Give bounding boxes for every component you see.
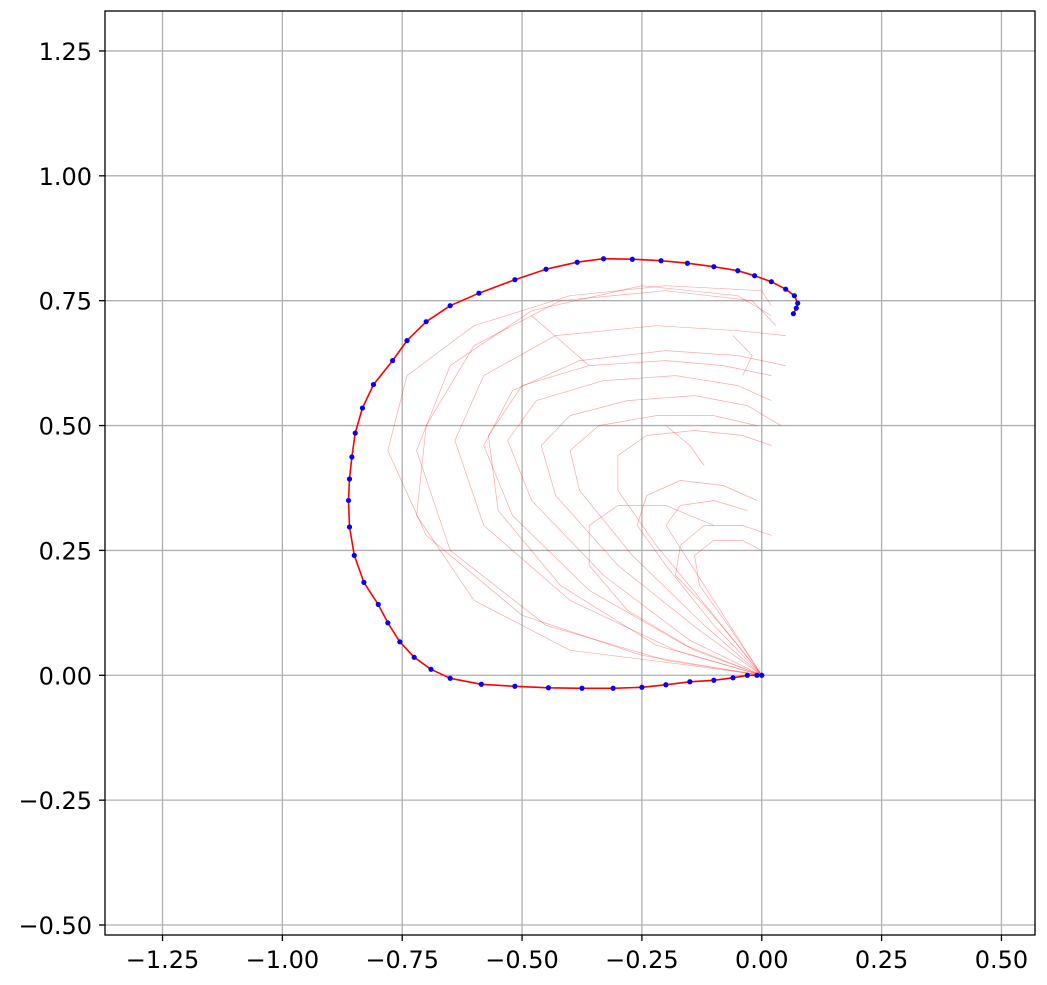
main-path-point: [397, 639, 403, 645]
y-tick-label: 0.50: [39, 413, 92, 441]
x-tick-label: −0.50: [485, 946, 559, 974]
ticks: −1.25 −1.00 −0.75 −0.50 −0.25 0.00 0.25 0.50 −0.…: [18, 38, 1028, 974]
main-path-point: [352, 430, 358, 436]
x-tick-label: −0.25: [605, 946, 679, 974]
faint-path-line: [416, 285, 772, 676]
x-tick-label: 0.25: [855, 946, 908, 974]
faint-path-line: [732, 335, 753, 376]
main-path-point: [754, 672, 760, 678]
faint-path-line: [588, 505, 762, 676]
main-path-point: [351, 552, 357, 559]
main-path-point: [543, 266, 549, 272]
main-path-point: [639, 684, 645, 690]
faint-path-line: [387, 285, 772, 676]
main-path-point: [768, 279, 774, 285]
y-tick-label: 1.00: [39, 163, 92, 191]
faint-path-line: [454, 325, 786, 676]
faint-path-line: [636, 480, 763, 676]
y-tick-label: 0.75: [39, 288, 92, 316]
main-path-point: [345, 497, 352, 504]
main-path-point: [744, 672, 750, 678]
main-path-point: [428, 666, 434, 672]
main-path-point: [663, 682, 669, 688]
main-path-point: [476, 290, 482, 296]
y-tick-label: 1.25: [39, 38, 92, 66]
main-path-point: [359, 405, 366, 411]
main-path-point: [600, 256, 607, 262]
main-path-point: [385, 620, 391, 626]
main-path-point: [610, 685, 616, 691]
main-path-point: [629, 256, 635, 262]
faint-path-line: [540, 395, 782, 676]
main-path-point: [349, 454, 355, 460]
main-path-point: [404, 338, 410, 344]
grid: [105, 11, 1035, 935]
main-path-point: [370, 381, 377, 388]
main-path-point: [390, 358, 396, 364]
faint-path-line: [569, 415, 763, 676]
main-path-point: [574, 259, 580, 265]
main-path-point: [790, 311, 796, 317]
main-path-point: [361, 579, 367, 585]
main-path-point: [658, 258, 664, 264]
plot-frame: [104, 10, 1036, 936]
main-path-point: [545, 685, 552, 691]
y-tick-label: −0.25: [18, 787, 92, 815]
y-tick-label: 0.00: [39, 662, 92, 690]
main-path-point: [512, 277, 518, 283]
faint-path-line: [694, 540, 763, 676]
x-tick-label: −0.75: [365, 946, 439, 974]
main-path-point: [751, 273, 758, 279]
main-path-point: [411, 654, 417, 660]
main-path-point: [346, 524, 353, 530]
main-path-point: [795, 300, 801, 306]
main-path-point: [711, 677, 717, 683]
main-path-point: [759, 672, 765, 678]
faint-path-line: [617, 430, 772, 676]
main-path-point: [447, 303, 453, 309]
main-path-point: [346, 476, 353, 482]
main-path-point: [375, 601, 381, 607]
main-path-point: [791, 293, 797, 299]
main-path-point: [687, 679, 693, 685]
faint-path-line: [488, 360, 772, 676]
x-tick-label: 0.50: [975, 946, 1028, 974]
y-tick-label: 0.25: [39, 537, 92, 565]
faint-path-line: [483, 350, 786, 676]
main-path-point: [512, 683, 518, 689]
main-path-point: [735, 268, 741, 274]
faint-path-line: [665, 500, 763, 676]
main-path-point: [793, 305, 799, 311]
x-tick-label: 0.00: [735, 946, 788, 974]
faint-path-line: [665, 425, 705, 466]
x-tick-label: −1.00: [246, 946, 320, 974]
main-path-point: [783, 286, 789, 292]
main-path-point: [478, 681, 484, 687]
main-path-point: [684, 260, 691, 266]
main-path-point: [423, 319, 429, 325]
y-tick-label: −0.50: [18, 912, 92, 940]
x-tick-label: −1.25: [126, 946, 200, 974]
faint-path-line: [531, 315, 590, 366]
series-group: [345, 256, 801, 691]
main-path-point: [730, 675, 736, 681]
faint-path-line: [507, 375, 772, 676]
main-path-line: [347, 257, 799, 690]
main-path-point: [447, 675, 453, 681]
main-path-point: [711, 264, 717, 270]
faint-path-line: [416, 290, 777, 676]
main-path-point: [579, 685, 585, 691]
faint-path-line: [675, 525, 772, 676]
